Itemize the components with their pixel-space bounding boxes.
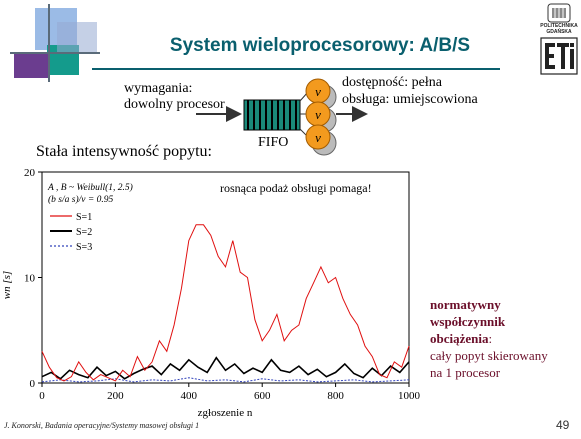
queue-stripe xyxy=(247,100,249,130)
server-2-label: v xyxy=(315,107,321,122)
legend-label-s1: S=1 xyxy=(76,212,92,223)
annotation-main: rosnąca podaż obsługi pomaga! xyxy=(220,181,372,195)
demand-line-1: wymagania: xyxy=(124,81,193,96)
server-1-label: v xyxy=(315,84,321,99)
annotation-dist: A , B ~ Weibull(1, 2.5) xyxy=(47,182,133,193)
legend-label-s2: S=2 xyxy=(76,227,92,238)
x-tick-label: 600 xyxy=(254,390,271,402)
footer-text: J. Konorski, Badania operacyjne/Systemy … xyxy=(4,421,200,430)
demand-line-2: dowolny procesor xyxy=(124,97,225,112)
server-1: v xyxy=(305,78,337,110)
sidebar-line-3: obciążenia: xyxy=(430,330,492,347)
y-tick-label: 0 xyxy=(30,378,36,390)
slide-title: System wieloprocesorowy: A/B/S xyxy=(150,35,490,57)
deco-line-horizontal xyxy=(10,52,100,54)
queue-stripe xyxy=(277,100,279,130)
page-number: 49 xyxy=(556,418,570,432)
sidebar-line-5: na 1 procesor xyxy=(430,365,501,380)
fifo-queue xyxy=(243,99,301,131)
y-axis-label: wn [s] xyxy=(1,271,13,299)
university-logo: POLITECHNIKA GDAŃSKA xyxy=(540,2,578,86)
queue-stripe xyxy=(265,100,267,130)
title-underline xyxy=(92,68,500,70)
sidebar-line-1: normatywny xyxy=(430,297,501,312)
legend-label-s3: S=3 xyxy=(76,242,92,253)
crest-icon xyxy=(547,3,571,23)
series-s2-line xyxy=(41,356,410,380)
sidebar-line-3-rest: : xyxy=(488,331,493,346)
y-tick-label: 20 xyxy=(24,167,36,179)
queue-stripe xyxy=(271,100,273,130)
queue-stripe xyxy=(295,100,297,130)
sidebar-line-2: współczynnik xyxy=(430,314,506,329)
chart: 0 200 400 600 800 1000 0 10 20 wn [s] zgłoszenie… xyxy=(1,167,421,419)
deco-square-gray xyxy=(57,22,97,54)
sidebar-line-3-bold: obciążenia xyxy=(430,331,489,346)
x-tick-label: 800 xyxy=(327,390,344,402)
plot-area xyxy=(41,171,410,384)
queue-stripe xyxy=(289,100,291,130)
eti-logo-icon xyxy=(540,37,578,75)
annotation-ratio: (b s/a s)/v = 0.95 xyxy=(48,194,114,205)
deco-line-vertical xyxy=(48,4,50,82)
queue-stripe xyxy=(259,100,261,130)
title-text: System wieloprocesorowy: A/B/S xyxy=(169,35,471,56)
availability-line-2: obsługa: umiejscowiona xyxy=(342,92,478,107)
queue-label: FIFO xyxy=(258,135,289,150)
logo-text-2: GDAŃSKA xyxy=(546,29,572,35)
x-tick-label: 200 xyxy=(107,390,124,402)
subheading: Stała intensywność popytu: xyxy=(36,143,212,160)
x-tick-label: 0 xyxy=(39,390,45,402)
server-3: v xyxy=(305,124,337,156)
queue-stripe xyxy=(283,100,285,130)
queue-stripe xyxy=(253,100,255,130)
server-3-label: v xyxy=(315,130,321,145)
sidebar-line-4: cały popyt skierowany xyxy=(430,348,548,363)
logo-text-1: POLITECHNIKA xyxy=(540,23,578,29)
queue-diagram: v v v xyxy=(196,78,368,156)
series-s1-line xyxy=(41,224,410,382)
legend: S=1 S=2 S=3 xyxy=(50,212,92,253)
x-tick-label: 1000 xyxy=(398,390,421,402)
series-s3-line xyxy=(41,377,410,383)
availability-line-1: dostępność: pełna xyxy=(342,75,442,90)
x-tick-label: 400 xyxy=(181,390,198,402)
deco-square-purple xyxy=(14,54,48,78)
x-axis-label: zgłoszenie n xyxy=(198,407,253,419)
y-tick-label: 10 xyxy=(24,273,36,285)
